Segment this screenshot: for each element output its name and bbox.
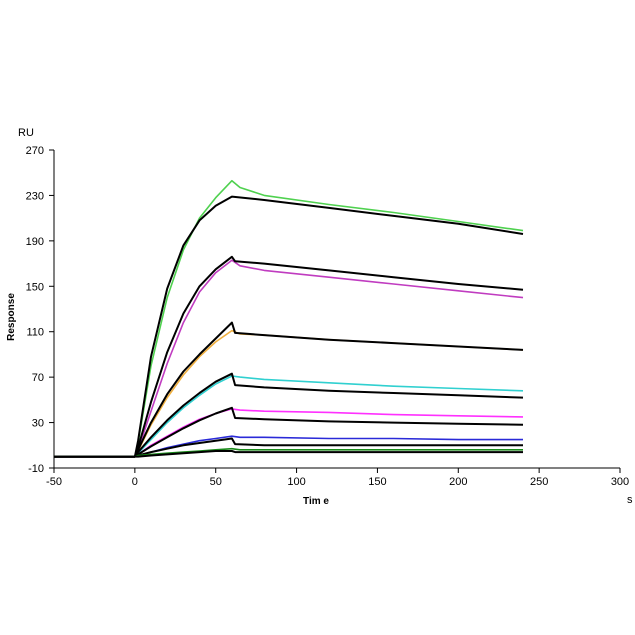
series-line-13 bbox=[54, 447, 523, 458]
series-line-14 bbox=[54, 450, 523, 458]
x-unit-label: s bbox=[627, 494, 633, 506]
series-line-4 bbox=[54, 255, 524, 458]
y-tick-label: 150 bbox=[26, 281, 44, 293]
x-tick-label: 50 bbox=[210, 476, 222, 488]
x-tick-label: 100 bbox=[287, 476, 305, 488]
series-layer bbox=[54, 179, 524, 458]
series-line-10 bbox=[54, 406, 524, 458]
x-tick-label: 150 bbox=[368, 476, 386, 488]
series-line-11 bbox=[54, 435, 523, 458]
x-tick-label: 300 bbox=[611, 476, 629, 488]
y-tick-label: 30 bbox=[32, 418, 44, 430]
y-tick-label: -10 bbox=[28, 463, 44, 475]
y-unit-label: RU bbox=[18, 127, 34, 139]
series-line-3 bbox=[54, 259, 524, 458]
x-tick-label: 250 bbox=[530, 476, 548, 488]
y-tick-label: 270 bbox=[26, 145, 44, 157]
x-ticks: -50 0 50 100 150 200 250 300 bbox=[46, 468, 629, 488]
series-line-12 bbox=[54, 437, 523, 458]
y-ticks: -10 30 70 110 150 190 230 270 bbox=[26, 145, 54, 475]
x-tick-label: 0 bbox=[132, 476, 138, 488]
y-tick-label: 110 bbox=[26, 327, 44, 339]
y-tick-label: 190 bbox=[26, 236, 44, 248]
series-line-8 bbox=[54, 372, 524, 458]
y-tick-label: 70 bbox=[32, 372, 44, 384]
y-axis-title: Response bbox=[6, 293, 17, 341]
x-tick-label: 200 bbox=[449, 476, 467, 488]
x-axis-title: Tim e bbox=[303, 496, 329, 507]
series-line-6 bbox=[54, 321, 524, 458]
y-tick-label: 230 bbox=[26, 190, 44, 202]
series-line-2 bbox=[54, 195, 524, 458]
x-tick-label: -50 bbox=[46, 476, 62, 488]
